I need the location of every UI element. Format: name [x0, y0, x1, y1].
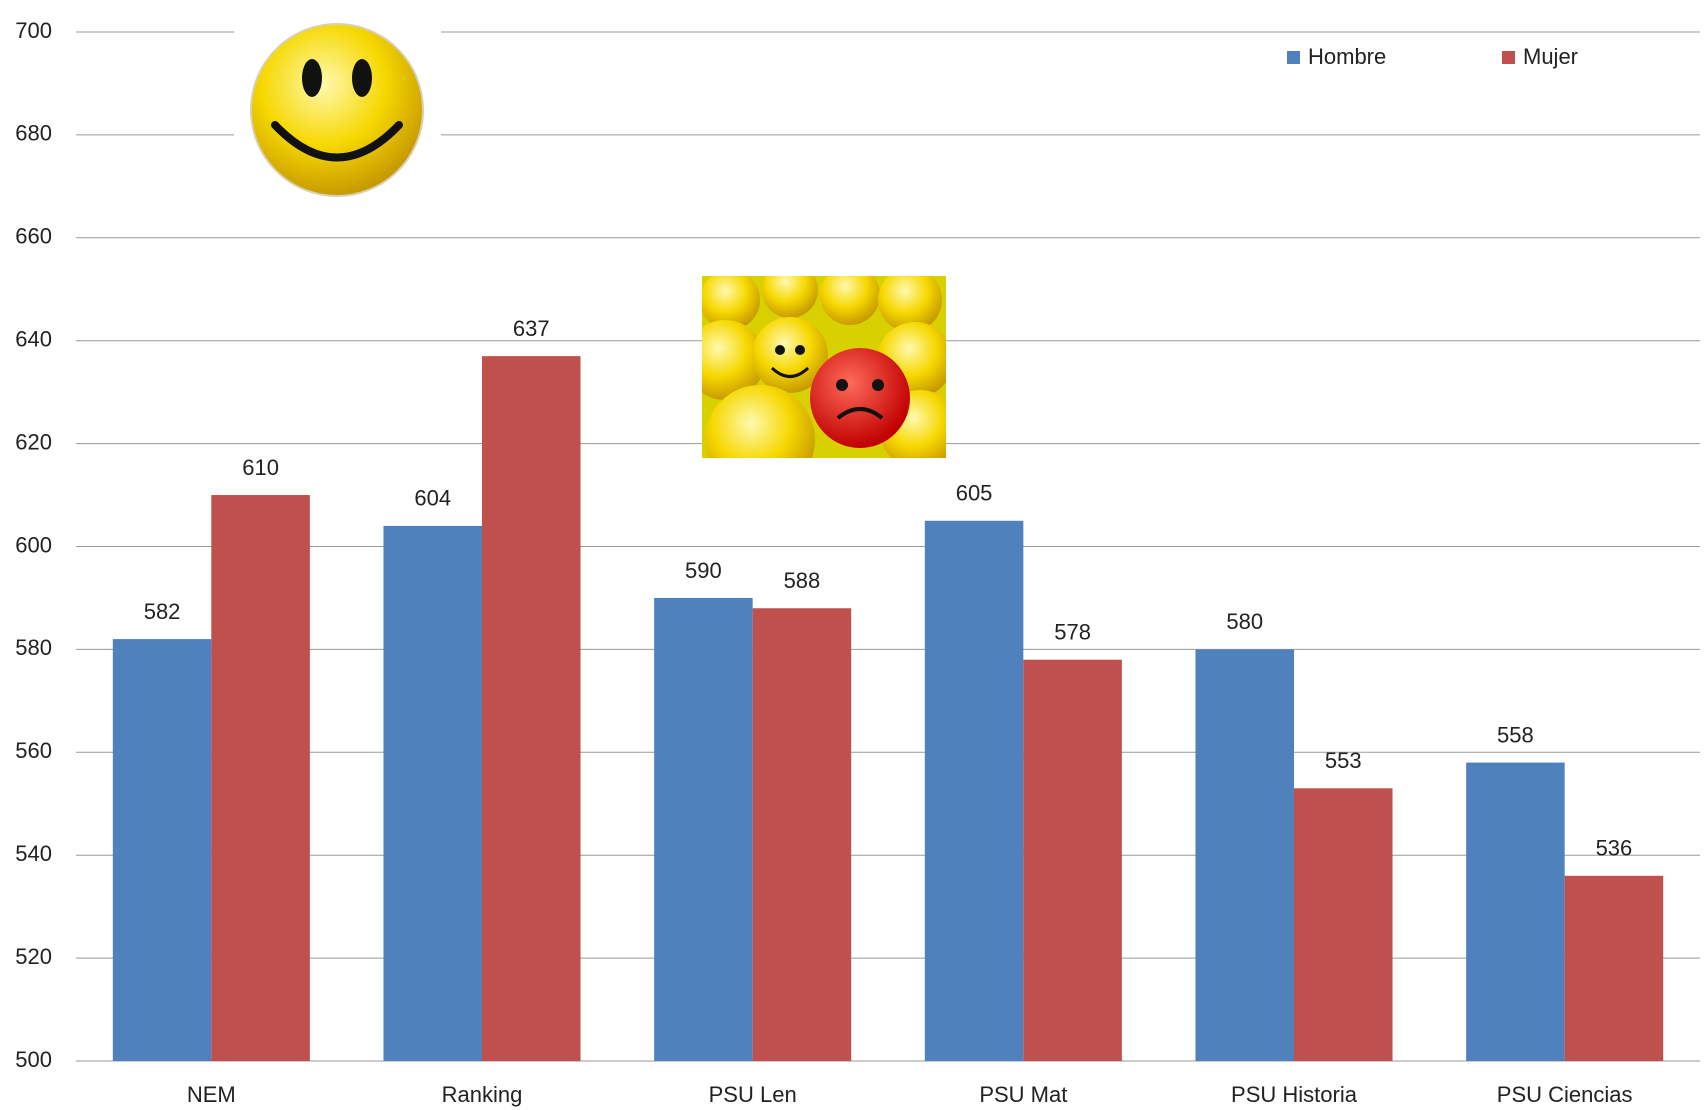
data-label: 582: [144, 599, 181, 624]
y-tick-label: 540: [15, 841, 52, 866]
legend-swatch: [1502, 51, 1515, 64]
x-tick-label: Ranking: [442, 1082, 523, 1107]
bar: [1023, 660, 1122, 1061]
y-tick-label: 520: [15, 944, 52, 969]
bar: [383, 526, 482, 1061]
data-label: 637: [513, 316, 550, 341]
legend-swatch: [1287, 51, 1300, 64]
sad-picture: [685, 262, 960, 495]
legend-label: Hombre: [1308, 44, 1386, 69]
smiley-picture: [234, 5, 441, 212]
y-tick-label: 600: [15, 532, 52, 557]
bar: [753, 608, 852, 1061]
bar: [211, 495, 310, 1061]
x-tick-label: PSU Mat: [979, 1082, 1067, 1107]
y-tick-label: 580: [15, 635, 52, 660]
data-label: 536: [1596, 836, 1633, 861]
bar: [113, 639, 212, 1061]
bar: [482, 356, 581, 1061]
x-tick-label: NEM: [187, 1082, 236, 1107]
x-tick-label: PSU Ciencias: [1497, 1082, 1633, 1107]
data-label: 590: [685, 558, 722, 583]
data-label: 553: [1325, 748, 1362, 773]
data-label: 610: [242, 455, 279, 480]
chart: 500 520 540 560 580 600 620 640 660 680 700 NEM 582 6…: [0, 0, 1707, 1110]
y-tick-label: 680: [15, 121, 52, 146]
data-label: 605: [956, 481, 993, 506]
x-tick-label: PSU Len: [709, 1082, 797, 1107]
y-tick-label: 560: [15, 738, 52, 763]
data-label: 580: [1226, 609, 1263, 634]
y-tick-label: 660: [15, 224, 52, 249]
data-label: 578: [1054, 620, 1091, 645]
bar: [654, 598, 753, 1061]
legend-label: Mujer: [1523, 44, 1578, 69]
y-tick-label: 700: [15, 18, 52, 43]
bar: [1466, 763, 1565, 1061]
y-tick-label: 500: [15, 1047, 52, 1072]
data-label: 604: [414, 486, 451, 511]
data-label: 588: [784, 568, 821, 593]
bar: [1195, 649, 1294, 1061]
y-tick-label: 620: [15, 429, 52, 454]
bar: [925, 521, 1024, 1061]
data-label: 558: [1497, 722, 1534, 747]
bar: [1294, 788, 1393, 1061]
y-tick-label: 640: [15, 327, 52, 352]
x-tick-label: PSU Historia: [1231, 1082, 1358, 1107]
bar: [1565, 876, 1664, 1061]
